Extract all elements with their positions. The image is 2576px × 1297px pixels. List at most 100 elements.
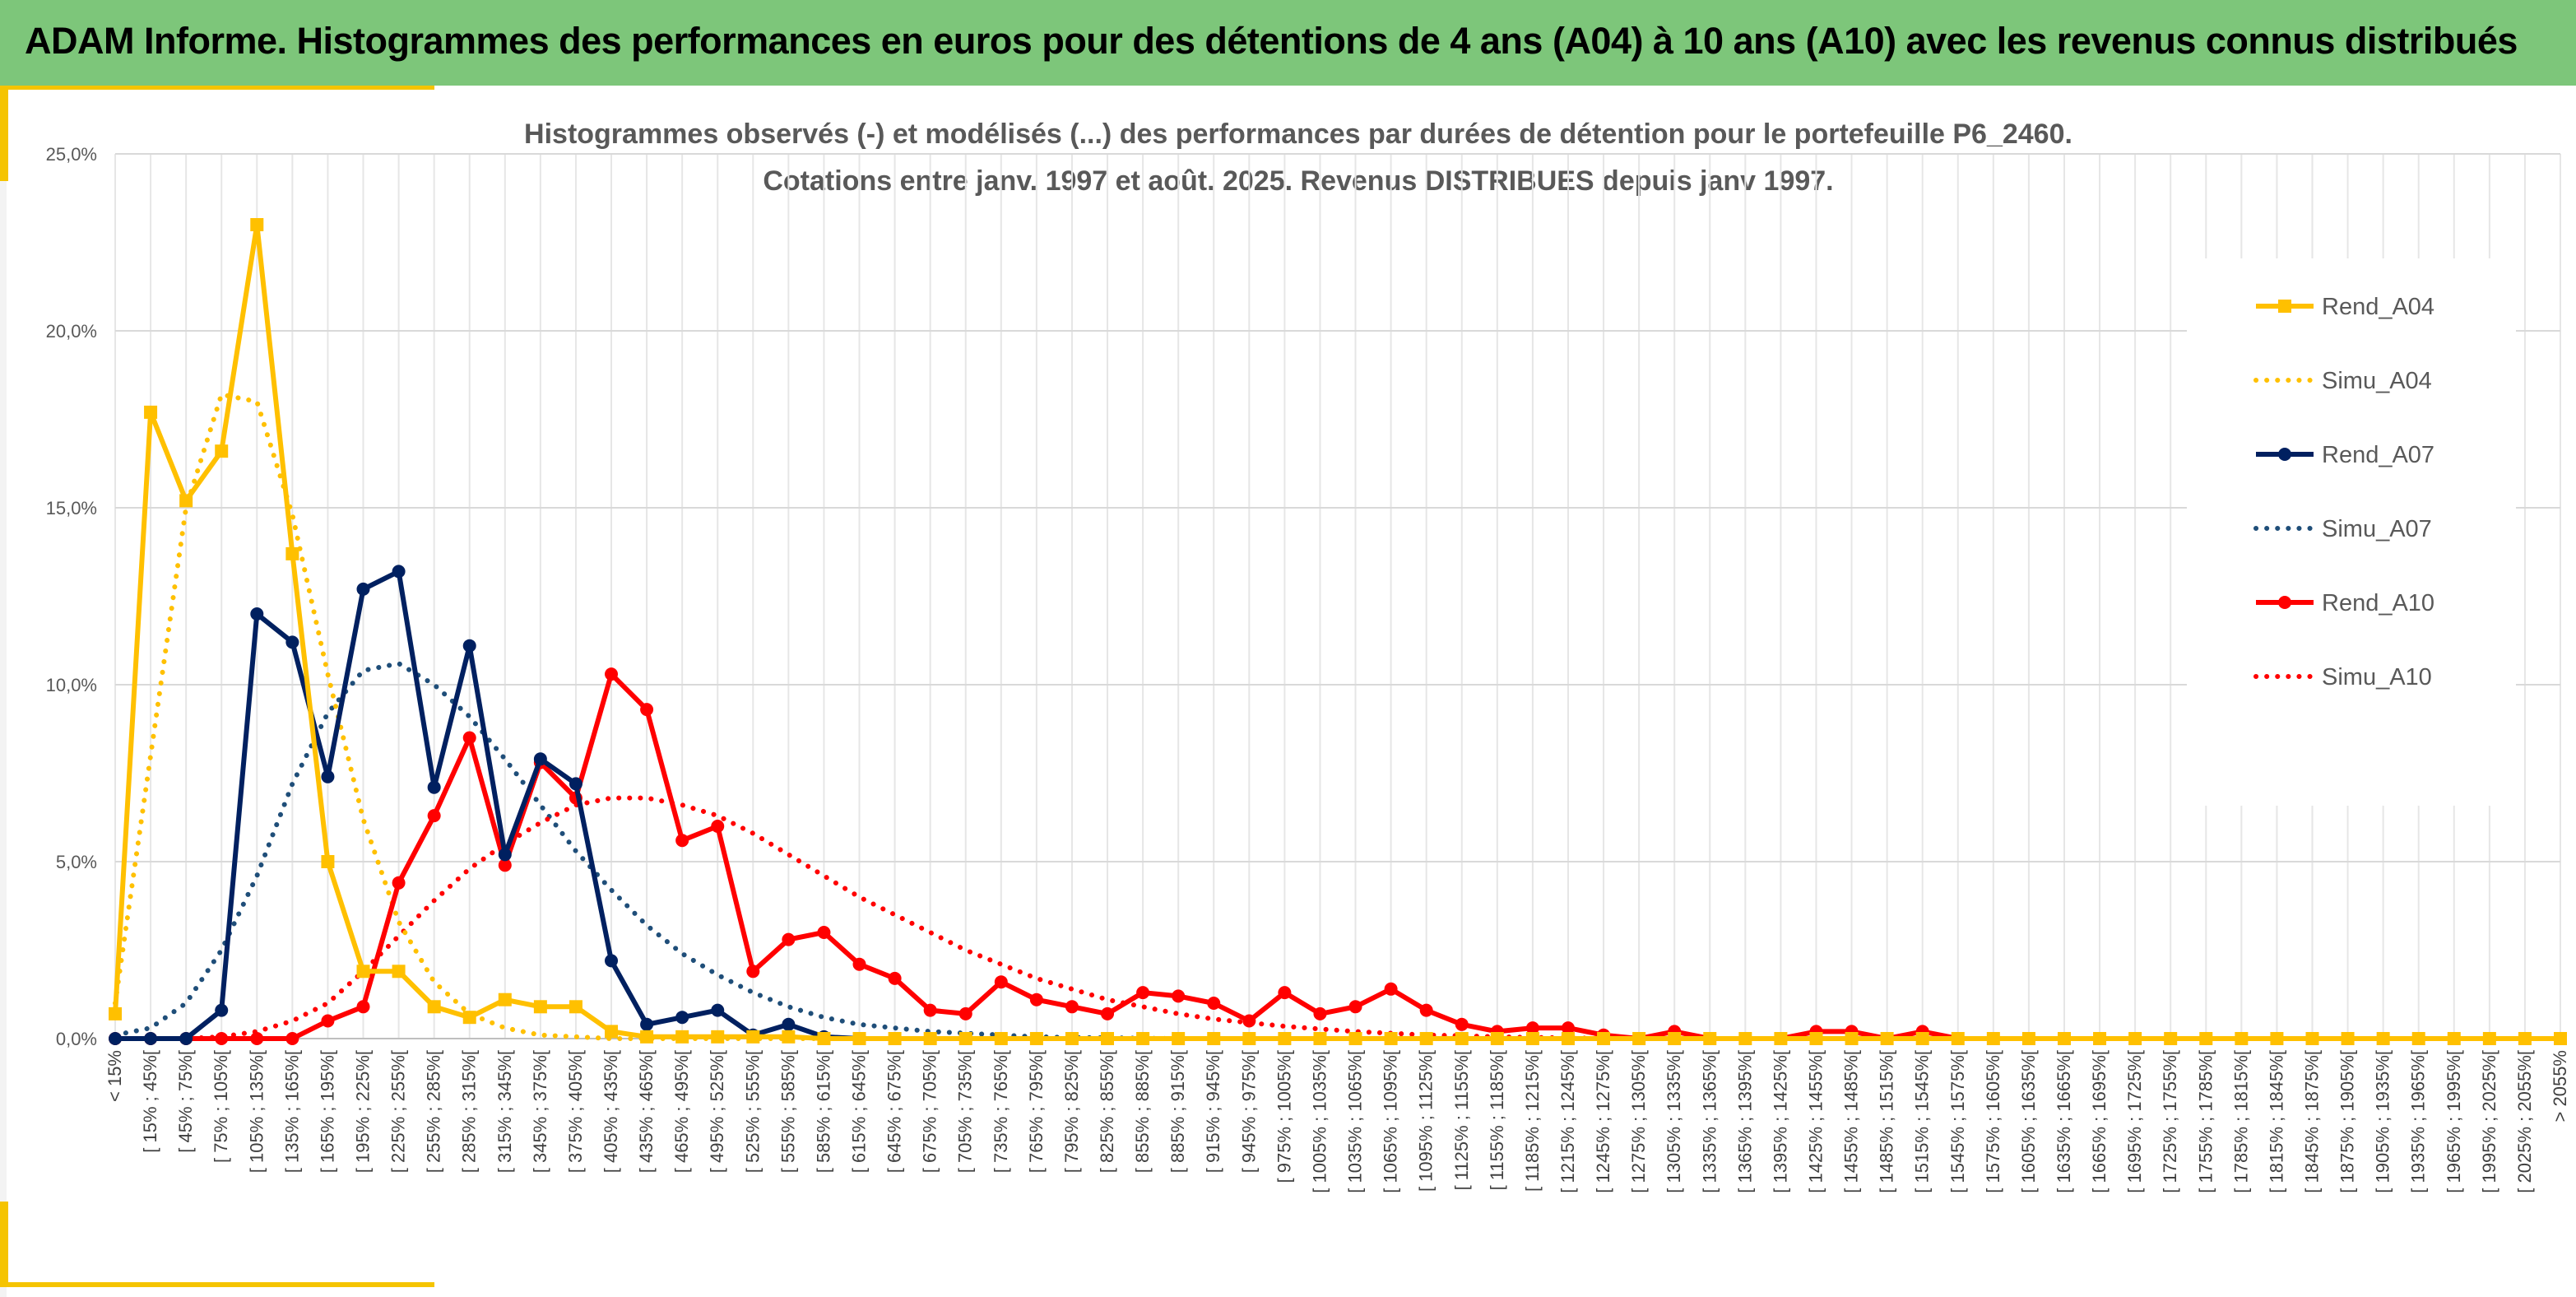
data-point-rend_a07 <box>179 1032 193 1045</box>
x-tick-label: [ 1815% ; 1845%[ <box>2266 1050 2286 1193</box>
data-point-rend_a07 <box>533 752 547 766</box>
data-point-rend_a10 <box>1172 989 1186 1003</box>
series-line-rend_a04 <box>113 222 2560 1041</box>
x-tick-label: [ 585% ; 615%[ <box>813 1050 833 1173</box>
data-point-rend_a04 <box>1632 1032 1646 1045</box>
x-tick-label: [ 1485% ; 1515%[ <box>1877 1050 1897 1193</box>
data-point-rend_a04 <box>1561 1032 1575 1045</box>
data-point-rend_a10 <box>1525 1021 1539 1035</box>
data-point-rend_a07 <box>640 1017 654 1031</box>
x-tick-label: [ 1425% ; 1455%[ <box>1805 1050 1826 1193</box>
data-point-rend_a04 <box>1242 1032 1256 1045</box>
x-tick-label: [ 1125% ; 1155%[ <box>1451 1050 1472 1190</box>
x-tick-label: [ 1605% ; 1635%[ <box>2018 1050 2039 1193</box>
chart: Histogrammes observés (-) et modélisés (… <box>46 119 2570 1193</box>
data-point-rend_a04 <box>1668 1032 1682 1045</box>
x-tick-label: [ 345% ; 375%[ <box>530 1050 550 1173</box>
legend-box <box>2187 258 2516 806</box>
data-point-rend_a10 <box>782 932 796 946</box>
data-point-rend_a04 <box>2093 1032 2107 1045</box>
data-point-rend_a04 <box>1172 1032 1186 1045</box>
data-point-rend_a10 <box>498 858 512 872</box>
x-tick-label: [ 825% ; 855%[ <box>1097 1050 1117 1173</box>
data-point-rend_a04 <box>1915 1032 1929 1045</box>
x-tick-label: [ 885% ; 915%[ <box>1167 1050 1188 1173</box>
data-point-rend_a04 <box>1703 1032 1717 1045</box>
x-tick-label: [ 555% ; 585%[ <box>777 1050 798 1173</box>
data-point-rend_a04 <box>1738 1032 1752 1045</box>
data-point-rend_a04 <box>1809 1032 1823 1045</box>
data-point-rend_a04 <box>356 965 370 979</box>
x-tick-label: [ 1515% ; 1545%[ <box>1912 1050 1933 1193</box>
x-tick-label: [ 735% ; 765%[ <box>991 1050 1011 1173</box>
data-point-rend_a04 <box>1597 1032 1611 1045</box>
data-point-rend_a04 <box>2554 1032 2567 1045</box>
data-point-rend_a10 <box>1029 993 1043 1006</box>
x-tick-label: [ 1575% ; 1605%[ <box>1983 1050 2003 1193</box>
x-tick-label: [ 165% ; 195%[ <box>317 1050 337 1173</box>
data-point-rend_a07 <box>605 954 619 968</box>
data-point-rend_a04 <box>1348 1032 1362 1045</box>
data-point-rend_a04 <box>1384 1032 1398 1045</box>
data-point-rend_a10 <box>356 1000 370 1014</box>
data-point-rend_a04 <box>2199 1032 2213 1045</box>
data-point-rend_a04 <box>569 1000 583 1014</box>
data-point-rend_a04 <box>2305 1032 2319 1045</box>
data-point-rend_a10 <box>1065 1000 1079 1014</box>
data-point-rend_a04 <box>2057 1032 2071 1045</box>
data-point-rend_a04 <box>462 1011 476 1025</box>
data-point-rend_a07 <box>250 607 264 621</box>
data-point-rend_a04 <box>1455 1032 1469 1045</box>
data-point-rend_a04 <box>1029 1032 1043 1045</box>
series-line-simu_a10 <box>113 795 2563 1041</box>
x-tick-label: [ 1905% ; 1935%[ <box>2373 1050 2393 1193</box>
x-tick-label: [ 525% ; 555%[ <box>742 1050 763 1173</box>
data-point-rend_a04 <box>2411 1032 2425 1045</box>
x-tick-label: [ 615% ; 645%[ <box>849 1050 870 1173</box>
data-point-rend_a04 <box>1490 1032 1504 1045</box>
x-tick-label: [ 495% ; 525%[ <box>707 1050 727 1173</box>
data-point-rend_a07 <box>569 777 583 791</box>
x-tick-label: [ 1725% ; 1755%[ <box>2160 1050 2180 1193</box>
x-tick-label: [ 675% ; 705%[ <box>920 1050 940 1173</box>
data-point-rend_a10 <box>852 957 866 971</box>
x-tick-label: [ 1665% ; 1695%[ <box>2089 1050 2110 1193</box>
x-axis: < 15% [ 15% ; 45%[[ 45% ; 75%[[ 75% ; 105… <box>104 1038 2570 1193</box>
data-point-rend_a07 <box>285 635 299 649</box>
data-point-rend_a04 <box>179 494 193 508</box>
data-point-rend_a04 <box>1880 1032 1894 1045</box>
data-point-rend_a10 <box>1101 1006 1115 1020</box>
x-tick-label: [ 1755% ; 1785%[ <box>2195 1050 2216 1193</box>
data-point-rend_a04 <box>1065 1032 1079 1045</box>
data-point-rend_a10 <box>1313 1006 1327 1020</box>
data-point-rend_a10 <box>285 1032 299 1045</box>
x-tick-label: [ 465% ; 495%[ <box>671 1050 692 1173</box>
data-point-rend_a10 <box>958 1006 972 1020</box>
data-point-rend_a04 <box>640 1030 654 1044</box>
x-tick-label: [ 315% ; 345%[ <box>494 1050 515 1173</box>
y-tick-label: 25,0% <box>46 144 97 165</box>
data-point-rend_a04 <box>1313 1032 1327 1045</box>
data-point-rend_a10 <box>1207 997 1221 1010</box>
data-point-rend_a04 <box>2235 1032 2249 1045</box>
x-tick-label: [ 1305% ; 1335%[ <box>1664 1050 1684 1193</box>
data-point-rend_a04 <box>1986 1032 2000 1045</box>
x-tick-label: [ 135% ; 165%[ <box>281 1050 302 1173</box>
data-point-rend_a04 <box>817 1032 831 1045</box>
x-tick-label: < 15% <box>104 1050 125 1102</box>
x-tick-label: [ 945% ; 975%[ <box>1238 1050 1259 1173</box>
x-tick-label: [ 405% ; 435%[ <box>601 1050 621 1173</box>
accent-bar-left-bottom <box>0 1202 8 1287</box>
data-point-rend_a04 <box>215 444 229 458</box>
x-tick-label: [ 285% ; 315%[ <box>459 1050 480 1173</box>
data-point-rend_a04 <box>888 1032 902 1045</box>
data-point-rend_a04 <box>2447 1032 2461 1045</box>
y-tick-label: 0,0% <box>56 1029 97 1049</box>
legend-label-rend_a04: Rend_A04 <box>2322 294 2434 320</box>
legend-label-simu_a07: Simu_A07 <box>2322 516 2432 542</box>
y-tick-label: 5,0% <box>56 852 97 872</box>
x-tick-label: [ 195% ; 225%[ <box>353 1050 374 1173</box>
data-point-rend_a07 <box>144 1032 158 1045</box>
x-tick-label: [ 1695% ; 1725%[ <box>2124 1050 2145 1193</box>
legend-label-simu_a10: Simu_A10 <box>2322 664 2432 690</box>
